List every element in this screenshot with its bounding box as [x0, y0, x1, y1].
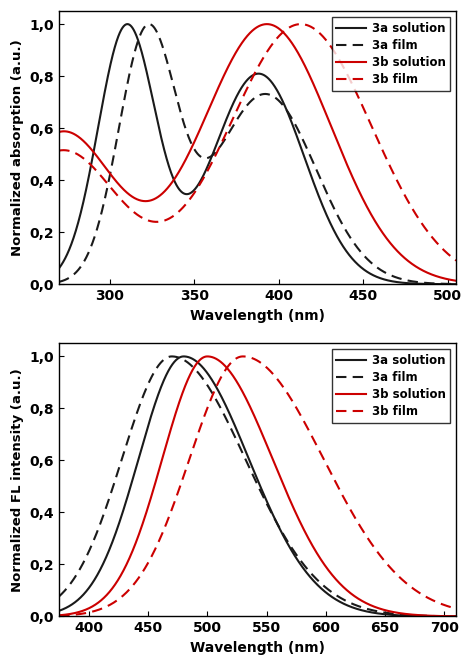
- 3a film: [125, 436, 131, 444]
- 3b solution: [56, 128, 62, 136]
- 3b film: [403, 193, 409, 201]
- 3a film: [146, 20, 152, 28]
- 3a solution: [125, 491, 131, 499]
- 3b film: [226, 124, 231, 132]
- 3b film: [209, 394, 214, 402]
- 3a solution: [453, 613, 459, 621]
- 3b solution: [453, 277, 459, 285]
- 3b film: [101, 603, 107, 611]
- X-axis label: Wavelength (nm): Wavelength (nm): [190, 641, 325, 655]
- Legend: 3a solution, 3a film, 3b solution, 3b film: 3a solution, 3a film, 3b solution, 3b fi…: [332, 350, 450, 423]
- 3a solution: [403, 279, 409, 287]
- Line: 3a film: 3a film: [59, 24, 456, 284]
- 3a solution: [56, 264, 62, 272]
- 3a film: [125, 77, 131, 85]
- 3a solution: [226, 110, 232, 118]
- 3b solution: [204, 352, 210, 360]
- 3a film: [101, 196, 107, 204]
- 3a solution: [209, 153, 214, 161]
- 3a film: [101, 508, 107, 516]
- 3a film: [209, 388, 214, 396]
- Legend: 3a solution, 3a film, 3b solution, 3b film: 3a solution, 3a film, 3b solution, 3b fi…: [332, 17, 450, 91]
- 3b solution: [125, 190, 131, 198]
- 3b solution: [209, 99, 214, 107]
- Y-axis label: Normalized absorption (a.u.): Normalized absorption (a.u.): [11, 39, 24, 256]
- 3a solution: [56, 607, 62, 615]
- 3a solution: [209, 375, 214, 383]
- 3a film: [453, 612, 459, 620]
- 3b solution: [403, 610, 409, 618]
- 3a solution: [101, 89, 107, 97]
- 3a film: [453, 280, 459, 288]
- 3b solution: [226, 366, 232, 374]
- 3b film: [101, 176, 107, 184]
- 3a solution: [446, 613, 451, 621]
- 3a solution: [403, 611, 409, 619]
- Y-axis label: Normalized FL intensity (a.u.): Normalized FL intensity (a.u.): [11, 368, 24, 592]
- 3a solution: [125, 20, 131, 28]
- 3a film: [169, 352, 174, 360]
- 3b film: [453, 605, 459, 613]
- Line: 3a film: 3a film: [59, 356, 456, 616]
- 3a solution: [446, 280, 451, 288]
- Line: 3b solution: 3b solution: [59, 356, 456, 616]
- 3b film: [240, 352, 246, 360]
- 3b solution: [125, 557, 131, 565]
- X-axis label: Wavelength (nm): Wavelength (nm): [190, 308, 325, 322]
- 3b solution: [403, 255, 409, 263]
- 3a film: [226, 420, 232, 428]
- 3a film: [403, 611, 409, 619]
- 3b solution: [446, 612, 451, 620]
- 3b film: [446, 603, 451, 611]
- 3a solution: [125, 20, 130, 28]
- 3b solution: [453, 612, 459, 620]
- 3b film: [453, 256, 459, 264]
- 3a film: [446, 612, 451, 620]
- Line: 3b film: 3b film: [59, 356, 456, 616]
- 3b solution: [101, 593, 107, 601]
- 3b film: [403, 579, 409, 587]
- 3b film: [209, 159, 214, 167]
- 3b solution: [446, 276, 451, 284]
- Line: 3b solution: 3b solution: [59, 24, 456, 281]
- 3a film: [446, 280, 451, 288]
- 3b film: [125, 587, 131, 595]
- Line: 3a solution: 3a solution: [59, 24, 456, 284]
- 3b film: [56, 147, 62, 155]
- 3b film: [125, 203, 131, 211]
- 3a solution: [226, 408, 232, 416]
- 3b solution: [209, 353, 214, 361]
- 3a solution: [453, 280, 459, 288]
- Line: 3b film: 3b film: [59, 24, 456, 260]
- 3b solution: [101, 163, 107, 170]
- 3b solution: [56, 611, 62, 619]
- 3a solution: [101, 557, 107, 565]
- 3a film: [226, 129, 232, 137]
- 3b film: [446, 250, 451, 258]
- 3a film: [403, 276, 409, 284]
- 3b film: [56, 612, 62, 620]
- 3b film: [226, 362, 231, 370]
- 3b film: [298, 20, 304, 28]
- 3a solution: [181, 352, 186, 360]
- 3a film: [209, 152, 214, 160]
- 3a film: [56, 278, 62, 286]
- 3a film: [56, 592, 62, 600]
- 3b solution: [264, 20, 270, 28]
- Line: 3a solution: 3a solution: [59, 356, 456, 617]
- 3b solution: [226, 62, 231, 70]
